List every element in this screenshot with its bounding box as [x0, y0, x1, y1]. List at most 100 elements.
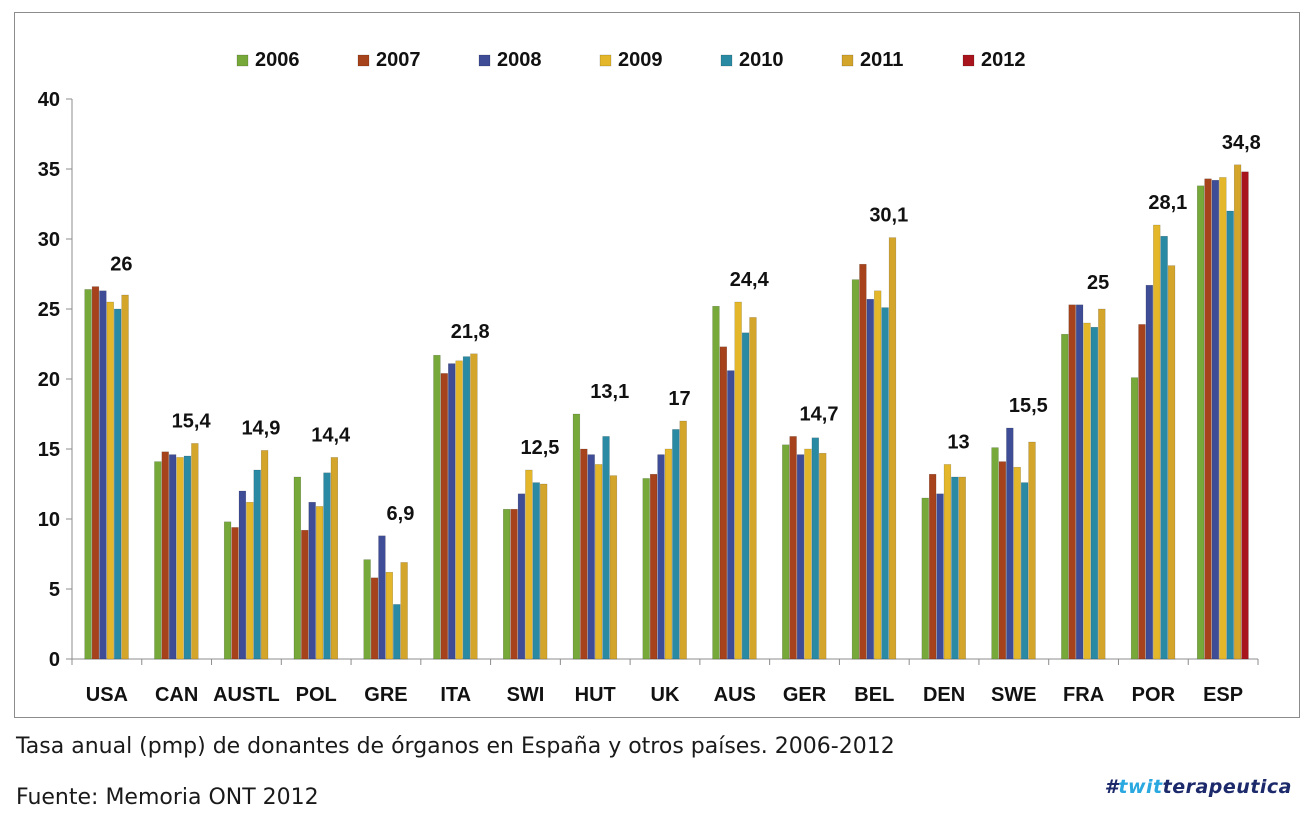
- bar-bel-2008: [866, 298, 874, 660]
- legend-label-2010: 2010: [739, 49, 784, 71]
- bar-uk-2009: [664, 448, 673, 660]
- bar-den-2011: [958, 476, 966, 660]
- x-tick-label: HUT: [575, 684, 616, 706]
- bar-fra-2008: [1075, 304, 1084, 660]
- bar-hut-2008: [587, 454, 595, 660]
- bar-aus-2009: [734, 301, 742, 660]
- chart-caption: Tasa anual (pmp) de donantes de órganos …: [16, 734, 895, 759]
- bar-hut-2007: [580, 448, 588, 660]
- bar-bel-2006: [851, 279, 860, 660]
- brand-logo: #twitterapeutica: [1105, 776, 1292, 798]
- bar-usa-2007: [91, 286, 100, 660]
- bar-pol-2010: [323, 472, 331, 660]
- bar-pol-2008: [308, 501, 316, 660]
- data-label: 34,8: [1222, 132, 1261, 154]
- bar-can-2009: [176, 457, 184, 660]
- legend-label-2006: 2006: [255, 49, 300, 71]
- x-tick-label: CAN: [155, 684, 198, 706]
- bar-ita-2008: [448, 363, 456, 660]
- bar-por-2009: [1153, 224, 1161, 660]
- bar-swe-2010: [1020, 482, 1029, 660]
- bar-bel-2007: [859, 263, 867, 660]
- data-label: 13,1: [590, 381, 629, 403]
- x-tick-label: BEL: [854, 684, 894, 706]
- data-label: 17: [668, 388, 690, 410]
- x-tick-label: AUSTL: [213, 684, 280, 706]
- bar-ger-2007: [789, 436, 797, 660]
- bar-gre-2007: [370, 577, 379, 660]
- data-label: 14,4: [311, 424, 351, 446]
- legend-swatch-2007: [357, 54, 370, 67]
- x-tick-label: ESP: [1203, 684, 1243, 706]
- legend-swatch-2010: [720, 54, 733, 67]
- bar-swi-2007: [510, 508, 518, 660]
- bar-swe-2006: [991, 447, 999, 660]
- bar-ger-2011: [819, 452, 827, 660]
- bar-aus-2011: [749, 317, 757, 660]
- bar-swi-2008: [517, 493, 526, 660]
- bar-can-2010: [183, 455, 192, 660]
- bar-fra-2006: [1061, 333, 1069, 660]
- y-tick-label: 30: [38, 229, 60, 251]
- data-label: 30,1: [869, 205, 908, 227]
- bar-gre-2009: [385, 571, 393, 660]
- data-label: 13: [947, 431, 969, 453]
- y-tick-label: 40: [38, 89, 60, 111]
- bar-ita-2011: [470, 353, 478, 660]
- data-label: 14,7: [800, 403, 839, 425]
- bar-gre-2011: [400, 562, 408, 660]
- x-tick-label: AUS: [714, 684, 756, 706]
- bar-bel-2009: [874, 290, 882, 660]
- bar-uk-2006: [642, 478, 650, 660]
- bar-swi-2009: [525, 469, 533, 660]
- bar-swi-2010: [532, 482, 540, 660]
- y-tick-label: 35: [38, 159, 60, 181]
- bar-aus-2006: [712, 305, 720, 660]
- bar-esp-2012: [1241, 171, 1249, 660]
- bar-hut-2011: [609, 475, 618, 660]
- x-tick-label: SWE: [991, 684, 1037, 706]
- bar-bel-2011: [888, 237, 897, 660]
- legend-label-2011: 2011: [860, 49, 903, 71]
- legend-swatch-2012: [962, 54, 975, 67]
- bar-gre-2008: [378, 535, 386, 660]
- legend-swatch-2011: [841, 54, 854, 67]
- bar-swi-2011: [540, 483, 548, 660]
- legend-swatch-2008: [478, 54, 491, 67]
- x-tick-label: POL: [296, 684, 337, 706]
- bar-fra-2007: [1068, 304, 1076, 660]
- bar-den-2007: [929, 473, 937, 660]
- bar-den-2008: [936, 493, 944, 660]
- legend-swatch-2009: [599, 54, 612, 67]
- bar-hut-2006: [572, 413, 581, 660]
- bar-por-2007: [1138, 324, 1146, 660]
- bar-fra-2011: [1098, 308, 1106, 660]
- bar-austl-2006: [223, 521, 232, 660]
- data-label: 25: [1087, 272, 1109, 294]
- y-tick-label: 15: [38, 439, 60, 461]
- chart-frame: 0 5 10 15 20 25 30 35 40 26 USA 15,4 CAN 14,9 AUSTL 14,…: [14, 12, 1300, 718]
- bar-chart: 0 5 10 15 20 25 30 35 40 26 USA 15,4 CAN 14,9 AUSTL 14,…: [38, 49, 1261, 706]
- x-tick-label: GRE: [364, 684, 407, 706]
- bar-swe-2007: [998, 461, 1007, 660]
- bar-esp-2008: [1211, 179, 1220, 660]
- bar-uk-2010: [672, 429, 680, 660]
- data-label: 12,5: [521, 437, 560, 459]
- bar-gre-2010: [393, 604, 401, 660]
- bar-esp-2007: [1204, 178, 1212, 660]
- bar-aus-2008: [727, 370, 735, 660]
- brand-part2: terapeutica: [1162, 776, 1292, 798]
- bar-ita-2006: [433, 354, 441, 660]
- bar-gre-2006: [363, 559, 371, 660]
- bar-uk-2007: [649, 473, 658, 660]
- bar-bel-2010: [881, 307, 889, 660]
- bar-pol-2009: [315, 506, 324, 660]
- bar-den-2009: [943, 464, 952, 660]
- bar-swe-2008: [1006, 427, 1014, 660]
- data-label: 15,4: [172, 410, 212, 432]
- bar-esp-2010: [1226, 210, 1234, 660]
- brand-hash: #: [1104, 776, 1119, 798]
- chart-source: Fuente: Memoria ONT 2012: [16, 785, 319, 810]
- bar-esp-2009: [1219, 177, 1227, 660]
- bar-den-2010: [951, 476, 959, 660]
